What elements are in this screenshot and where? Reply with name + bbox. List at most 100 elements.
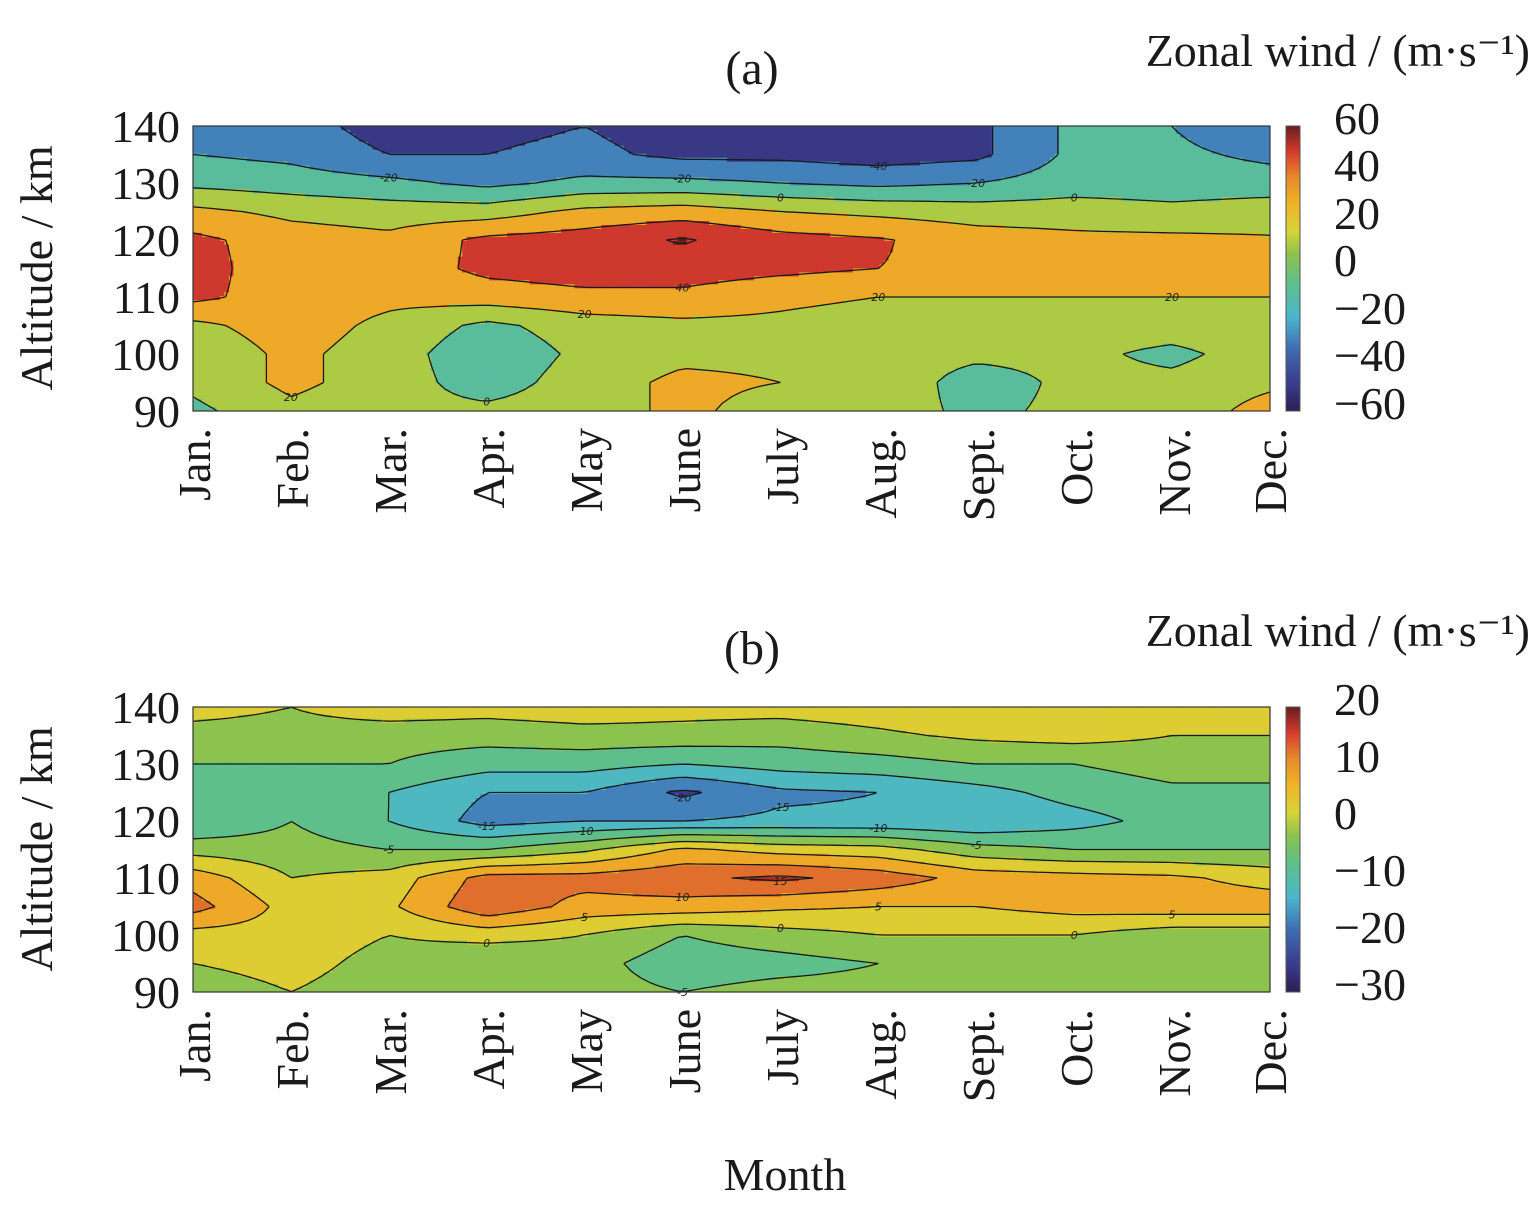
contour-cell	[718, 169, 724, 175]
contour-cell	[718, 189, 724, 194]
contour-cell	[237, 141, 243, 147]
contour-cell	[327, 173, 333, 179]
contour-cell	[534, 145, 540, 151]
contour-cell	[489, 181, 495, 186]
contour-cell	[327, 165, 333, 171]
contour-cell	[605, 201, 611, 206]
contour-cell	[1090, 201, 1096, 206]
contour-cell	[1247, 165, 1253, 171]
contour-cell	[659, 165, 665, 171]
contour-cell	[1256, 181, 1262, 186]
contour-cell	[1175, 189, 1181, 194]
contour-cell	[578, 165, 585, 171]
contour-cell	[332, 161, 338, 167]
contour-cell	[381, 161, 387, 167]
contour-cell	[1162, 137, 1168, 143]
contour-cell	[1162, 193, 1168, 198]
contour-cell	[718, 145, 724, 151]
contour-cell	[1184, 169, 1190, 175]
contour-cell	[1090, 193, 1096, 198]
contour-cell	[879, 189, 885, 194]
contour-cell	[668, 141, 674, 147]
contour-cell	[902, 149, 908, 155]
contour-cell	[516, 173, 522, 179]
contour-cell	[228, 145, 234, 151]
contour-cell	[287, 205, 293, 210]
contour-cell	[668, 165, 674, 171]
contour-cell	[1000, 133, 1006, 139]
contour-cell	[596, 177, 602, 183]
contour-cell	[794, 201, 800, 206]
contour-cell	[1171, 133, 1177, 139]
contour-cell	[758, 126, 764, 131]
contour-cell	[623, 193, 629, 198]
contour-cell	[480, 126, 486, 131]
contour-cell	[744, 153, 751, 159]
contour-cell	[1220, 189, 1226, 194]
contour-cell	[668, 153, 674, 159]
contour-cell	[1153, 145, 1159, 151]
contour-cell	[884, 173, 890, 179]
contour-cell	[753, 205, 760, 210]
contour-cell	[1216, 137, 1222, 143]
contour-cell	[251, 126, 257, 131]
contour-cell	[246, 165, 252, 171]
contour-cell	[682, 141, 688, 147]
contour-cell	[789, 173, 795, 179]
contour-cell	[1041, 137, 1047, 143]
contour-cell	[291, 173, 297, 179]
contour-cell	[489, 193, 495, 198]
contour-cell	[830, 153, 836, 159]
contour-cell	[946, 173, 952, 179]
contour-cell	[637, 161, 643, 167]
contour-cell	[260, 153, 266, 159]
contour-cell	[444, 141, 450, 147]
contour-cell	[201, 137, 208, 143]
contour-cell	[1032, 141, 1038, 147]
contour-cell	[1063, 201, 1069, 206]
contour-cell	[637, 129, 643, 135]
contour-cell	[951, 185, 957, 190]
contour-cell	[942, 177, 948, 183]
contour-cell	[278, 201, 284, 206]
contour-cell	[1072, 126, 1078, 131]
contour-cell	[1027, 189, 1033, 194]
contour-cell	[1077, 165, 1083, 171]
contour-cell	[291, 169, 297, 175]
contour-cell	[1135, 161, 1141, 167]
contour-cell	[1063, 173, 1069, 179]
contour-cell	[744, 137, 751, 143]
contour-cell	[830, 157, 836, 163]
contour-cell	[888, 177, 894, 183]
contour-cell	[457, 149, 463, 155]
contour-cell	[197, 153, 203, 159]
contour-cell	[861, 173, 867, 179]
contour-cell	[507, 205, 513, 210]
contour-cell	[1211, 157, 1217, 163]
contour-cell	[390, 161, 396, 167]
contour-cell	[753, 149, 760, 155]
contour-cell	[1207, 177, 1213, 183]
contour-cell	[1189, 193, 1195, 198]
contour-cell	[893, 126, 899, 131]
contour-cell	[421, 169, 427, 175]
contour-cell	[1243, 145, 1249, 151]
contour-cell	[534, 169, 540, 175]
contour-cell	[439, 133, 445, 139]
contour-cell	[762, 149, 768, 155]
contour-cell	[664, 205, 670, 210]
contour-cell	[484, 153, 490, 159]
contour-cell	[215, 149, 221, 155]
contour-cell	[1112, 161, 1119, 167]
contour-cell	[435, 137, 441, 143]
contour-cell	[439, 169, 445, 175]
contour-cell	[789, 177, 795, 183]
contour-cell	[646, 169, 652, 175]
contour-cell	[345, 149, 351, 155]
contour-cell	[1045, 173, 1051, 179]
contour-cell	[1234, 129, 1240, 135]
contour-cell	[484, 189, 490, 194]
contour-cell	[1027, 137, 1033, 143]
contour-cell	[1032, 185, 1038, 190]
contour-cell	[1045, 193, 1051, 198]
